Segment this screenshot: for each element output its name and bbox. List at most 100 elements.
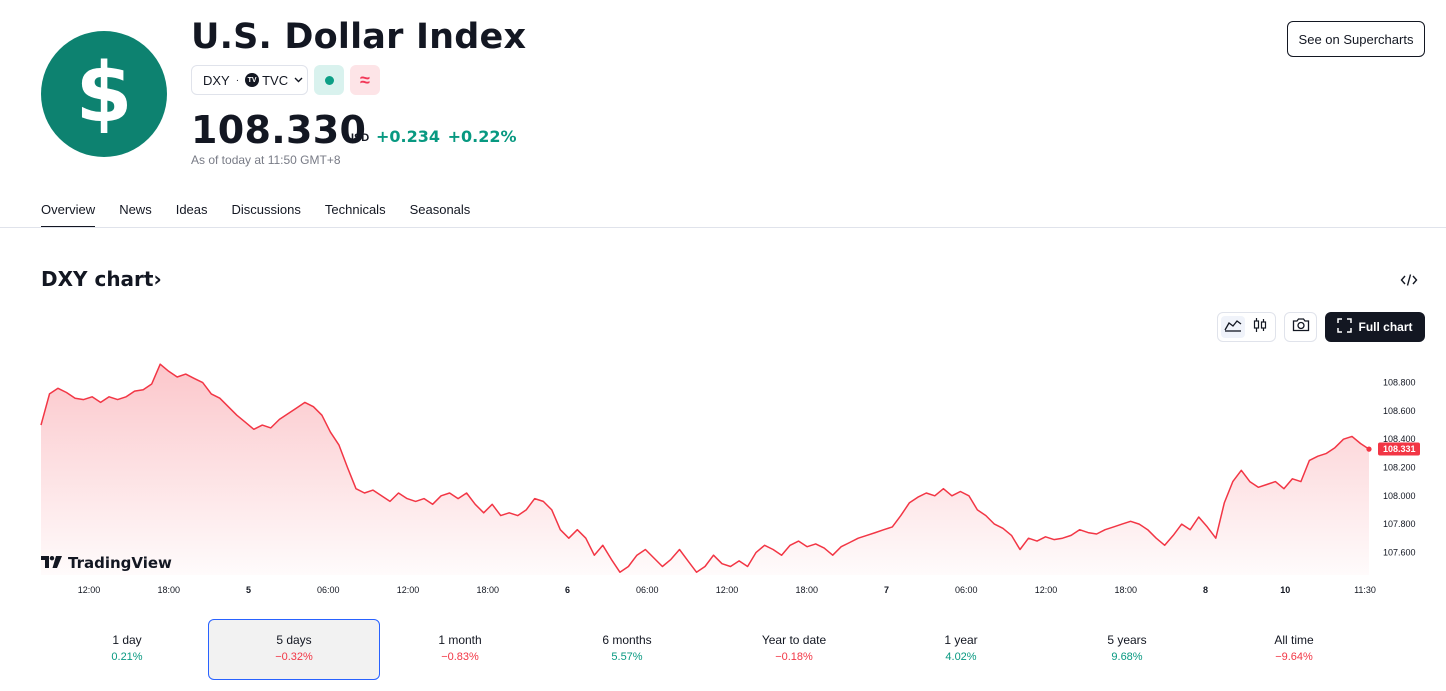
period-change: 9.68% bbox=[1111, 651, 1143, 663]
period-all-time[interactable]: All time −9.64% bbox=[1208, 619, 1380, 680]
x-axis-tick-label: 18:00 bbox=[795, 585, 818, 595]
candles-chart-button[interactable] bbox=[1248, 316, 1272, 338]
period-label: 1 month bbox=[438, 633, 482, 647]
period-label: 6 months bbox=[602, 633, 652, 647]
tradingview-watermark-text: TradingView bbox=[68, 554, 172, 572]
price-change: +0.234 +0.22% bbox=[376, 127, 517, 146]
see-on-supercharts-button[interactable]: See on Supercharts bbox=[1287, 21, 1425, 57]
period-label: 1 year bbox=[944, 633, 978, 647]
symbol-ticker: DXY bbox=[203, 72, 230, 88]
y-axis-tick-label: 108.800 bbox=[1383, 378, 1416, 388]
exchange-name: TVC bbox=[262, 72, 289, 88]
snapshot-button[interactable] bbox=[1284, 312, 1317, 342]
period-label: 5 years bbox=[1107, 633, 1147, 647]
price-area-fill bbox=[41, 364, 1369, 575]
fullscreen-icon bbox=[1337, 318, 1353, 336]
y-axis-tick-label: 108.000 bbox=[1383, 491, 1416, 501]
x-axis-tick-label: 11:30 bbox=[1354, 585, 1376, 595]
period-5-days[interactable]: 5 days −0.32% bbox=[208, 619, 380, 680]
period-change: 0.21% bbox=[111, 651, 143, 663]
x-axis-tick-label: 7 bbox=[884, 585, 889, 595]
x-axis-tick-label: 6 bbox=[565, 585, 570, 595]
period-1-month[interactable]: 1 month −0.83% bbox=[374, 619, 546, 680]
period-label: All time bbox=[1274, 633, 1314, 647]
chevron-down-icon bbox=[294, 75, 303, 85]
y-axis-tick-label: 108.600 bbox=[1383, 406, 1416, 416]
market-status-badge[interactable] bbox=[314, 65, 344, 95]
price-currency: USD bbox=[346, 132, 370, 144]
last-price-dot bbox=[1366, 446, 1372, 452]
period-label: 5 days bbox=[276, 633, 312, 647]
x-axis-tick-label: 8 bbox=[1203, 585, 1208, 595]
period-1-day[interactable]: 1 day 0.21% bbox=[41, 619, 213, 680]
symbol-exchange-dropdown[interactable]: DXY · TV TVC bbox=[191, 65, 308, 95]
period-5-years[interactable]: 5 years 9.68% bbox=[1041, 619, 1213, 680]
y-axis-tick-label: 108.200 bbox=[1383, 463, 1416, 473]
tab-ideas[interactable]: Ideas bbox=[175, 202, 208, 217]
tvc-exchange-icon: TV bbox=[245, 73, 260, 87]
last-price: 108.330 bbox=[191, 108, 367, 152]
period-label: Year to date bbox=[761, 633, 827, 647]
x-axis-tick-label: 18:00 bbox=[1114, 585, 1137, 595]
price-line bbox=[40, 363, 1370, 573]
dollar-logo-glyph: $ bbox=[75, 46, 133, 141]
symbol-logo: $ bbox=[41, 31, 167, 157]
full-chart-button[interactable]: Full chart bbox=[1325, 312, 1425, 342]
period-change: −9.64% bbox=[1275, 651, 1313, 663]
x-axis-tick-label: 06:00 bbox=[955, 585, 978, 595]
tabs-divider bbox=[0, 227, 1446, 228]
x-axis-tick-label: 06:00 bbox=[317, 585, 340, 595]
chart-title-text: DXY chart bbox=[41, 267, 154, 291]
period-1-year[interactable]: 1 year 4.02% bbox=[875, 619, 1047, 680]
x-axis-tick-label: 12:00 bbox=[397, 585, 420, 595]
chart-section-title[interactable]: DXY chart› bbox=[41, 267, 162, 291]
chart-style-toggle bbox=[1217, 312, 1276, 342]
tradingview-watermark[interactable]: TradingView bbox=[41, 554, 172, 572]
change-absolute: +0.234 bbox=[376, 127, 441, 146]
period-6-months[interactable]: 6 months 5.57% bbox=[541, 619, 713, 680]
tab-seasonals[interactable]: Seasonals bbox=[409, 202, 471, 217]
code-embed-icon[interactable] bbox=[1399, 270, 1419, 290]
approx-icon: ≈ bbox=[360, 69, 370, 90]
period-change: 4.02% bbox=[945, 651, 977, 663]
x-axis-tick-label: 5 bbox=[246, 585, 251, 595]
y-axis-tick-label: 107.600 bbox=[1383, 547, 1416, 557]
delayed-data-badge[interactable]: ≈ bbox=[350, 65, 380, 95]
page-title: U.S. Dollar Index bbox=[191, 17, 527, 57]
last-price-axis-label: 108.331 bbox=[1378, 442, 1420, 456]
period-change: −0.83% bbox=[441, 651, 479, 663]
camera-icon bbox=[1292, 317, 1310, 337]
chevron-right-icon: › bbox=[153, 267, 162, 291]
x-axis-tick-label: 12:00 bbox=[1035, 585, 1058, 595]
x-axis-tick-label: 12:00 bbox=[716, 585, 739, 595]
tab-overview[interactable]: Overview bbox=[41, 202, 96, 228]
period-year-to-date[interactable]: Year to date −0.18% bbox=[708, 619, 880, 680]
line-chart-icon bbox=[1224, 318, 1242, 337]
tab-news[interactable]: News bbox=[119, 202, 152, 217]
separator-dot: · bbox=[235, 74, 240, 86]
market-open-dot-icon bbox=[324, 75, 334, 85]
x-axis-tick-label: 12:00 bbox=[78, 585, 101, 595]
price-timestamp: As of today at 11:50 GMT+8 bbox=[191, 153, 341, 167]
y-axis-tick-label: 107.800 bbox=[1383, 519, 1416, 529]
candles-icon bbox=[1252, 317, 1268, 338]
tab-discussions[interactable]: Discussions bbox=[231, 202, 301, 217]
last-price-axis-label-text: 108.331 bbox=[1383, 444, 1416, 454]
full-chart-label: Full chart bbox=[1358, 320, 1413, 334]
period-change: −0.32% bbox=[275, 651, 313, 663]
price-chart[interactable]: 107.600 107.800 108.000 108.200 108.400 108.6… bbox=[0, 350, 1446, 600]
x-axis-tick-label: 18:00 bbox=[157, 585, 180, 595]
x-axis-tick-label: 10 bbox=[1280, 585, 1290, 595]
change-percent: +0.22% bbox=[447, 127, 517, 146]
symbol-tabs: Overview News Ideas Discussions Technica… bbox=[41, 202, 470, 228]
x-axis-tick-label: 18:00 bbox=[476, 585, 499, 595]
period-label: 1 day bbox=[112, 633, 142, 647]
tradingview-logo-icon bbox=[41, 554, 63, 572]
period-change: 5.57% bbox=[611, 651, 643, 663]
line-chart-button[interactable] bbox=[1221, 316, 1245, 338]
x-axis-tick-label: 06:00 bbox=[636, 585, 659, 595]
tab-technicals[interactable]: Technicals bbox=[324, 202, 386, 217]
y-axis-tick-label: 108.400 bbox=[1383, 434, 1416, 444]
period-change: −0.18% bbox=[775, 651, 813, 663]
performance-periods: 1 day 0.21% 5 days −0.32% 1 month −0.83% 6 … bbox=[41, 619, 1380, 680]
